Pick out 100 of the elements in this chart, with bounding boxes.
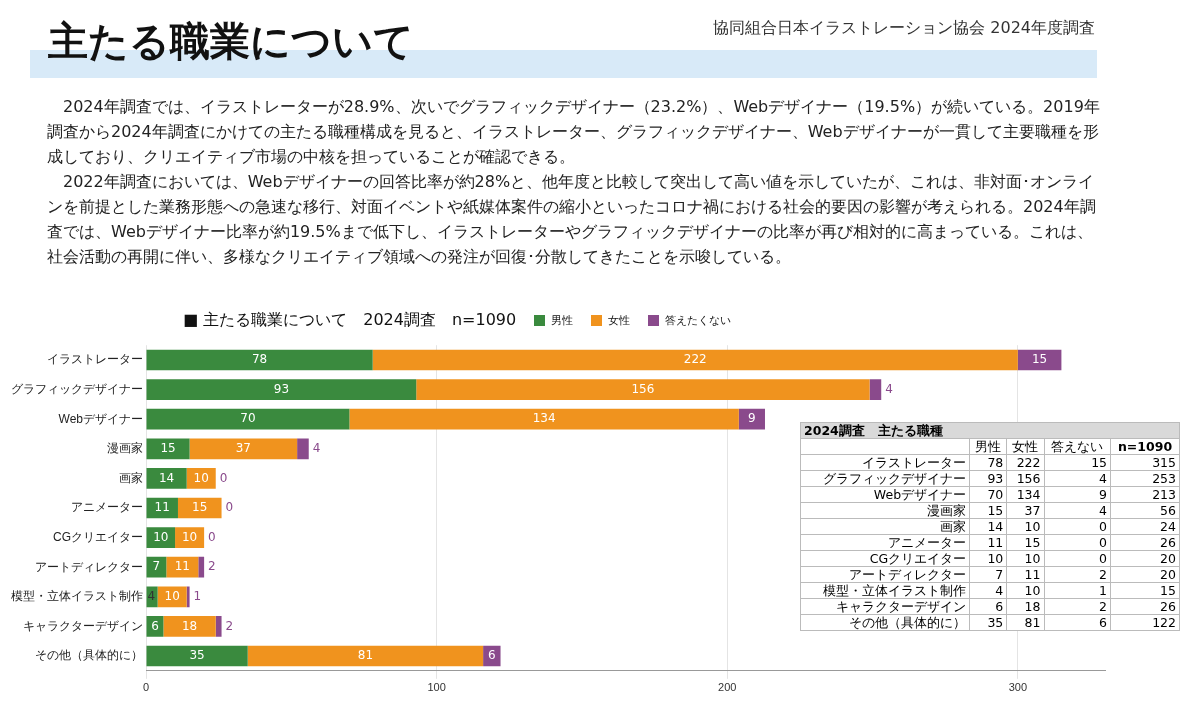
y-tick-label: アートディレクター [35,559,143,574]
y-tick-label: CGクリエイター [53,529,143,544]
data-label: 35 [189,648,205,663]
data-label: 70 [240,411,256,426]
data-label: 18 [181,618,198,633]
data-label: 6 [1044,614,1111,631]
data-label: 134 [1006,486,1045,503]
category-label: 模型・立体イラスト制作 [800,582,970,599]
data-label: 78 [251,352,268,367]
data-label: 0 [208,529,216,544]
data-label: 122 [1110,614,1180,631]
bar [146,468,187,489]
y-tick-label: イラストレーター [47,352,143,367]
data-label: 156 [1006,470,1045,487]
data-label: 7 [152,559,161,574]
y-tick-label: グラフィックデザイナー [11,381,143,396]
category-label: CGクリエイター [800,550,970,567]
data-label: 20 [1110,566,1180,583]
data-label: 70 [969,486,1007,503]
bar [146,349,373,371]
data-label: 81 [357,648,374,663]
bar [166,556,199,578]
bar [349,408,739,430]
data-label: 6 [969,598,1007,615]
data-label: 4 [1044,502,1111,519]
data-label: 35 [969,614,1007,631]
data-label: 26 [1110,598,1180,615]
data-label: 37 [1006,502,1045,519]
y-tick-label: 漫画家 [107,441,143,456]
bar [869,379,882,400]
category-label: グラフィックデザイナー [800,470,970,487]
y-tick-label: その他（具体的に） [35,648,143,663]
x-tick-label: 0 [142,681,150,694]
data-label: 18 [1006,598,1045,615]
y-tick-label: キャラクターデザイン [23,618,143,633]
data-label: 11 [154,500,170,515]
bar [186,586,190,608]
text: ■ 主たる職業について 2024調査 n=1090 [183,310,517,331]
series-label: 男性 [969,438,1007,455]
bar [163,616,216,637]
data-label: 1 [193,588,202,603]
category-label: アートディレクター [800,566,970,583]
data-label: 78 [969,454,1007,471]
y-tick-label: アニメーター [71,500,143,515]
data-label: 10 [153,529,169,544]
y-tick-label: 画家 [119,470,143,485]
data-label: 222 [1006,454,1045,471]
data-label: 156 [631,381,655,396]
data-label: 10 [1006,550,1045,567]
data-label: 2 [1044,598,1111,615]
x-tick-label: 100 [427,681,446,694]
data-label: 4 [312,440,321,455]
bar [146,645,248,667]
data-label: 10 [193,470,209,485]
data-label: 11 [969,534,1007,551]
category-label: イラストレーター [800,454,970,471]
data-label: 9 [1044,486,1111,503]
data-label: 4 [969,582,1007,599]
bar [198,556,205,578]
data-label: 15 [160,440,176,455]
data-label: 15 [1044,454,1111,471]
bar [146,556,167,578]
data-label: 9 [748,411,756,426]
legend-label: 答えたくない [665,313,732,328]
bar [372,349,1018,371]
bar [146,408,350,430]
data-label: 0 [219,470,228,485]
data-label: 15 [192,500,208,515]
data-label: 6 [488,648,496,663]
bar [215,616,222,637]
data-label: 2 [225,618,234,633]
category-label: Webデザイナー [800,486,970,503]
data-label: 4 [885,381,893,396]
data-label: 10 [181,529,198,544]
data-label: 134 [532,411,556,426]
data-label: 315 [1110,454,1180,471]
legend-label: 女性 [1006,438,1045,455]
legend-label: 女性 [608,313,631,328]
text: 2024調査 主たる職種 [800,422,1180,439]
data-label: 213 [1110,486,1180,503]
category-label: キャラクターデザイン [800,598,970,615]
data-label: 14 [158,470,175,485]
bar [146,379,417,400]
chart-title: 主たる職業について [48,17,414,66]
chart-subtitle: 協同組合日本イラストレーション協会 2024年度調査 [713,18,1095,39]
data-label: 15 [1110,582,1180,599]
data-label: 222 [683,352,707,367]
data-label: 0 [225,500,234,515]
data-label: 93 [969,470,1007,487]
bar [189,438,298,460]
category-label: アニメーター [800,534,970,551]
data-label: 10 [1006,582,1045,599]
data-label: 56 [1110,502,1180,519]
bar [146,438,190,460]
data-label: 0 [1044,550,1111,567]
data-label: 0 [1044,534,1111,551]
data-label: 0 [1044,518,1111,535]
data-label: 4 [147,588,156,603]
data-label: 10 [1006,518,1045,535]
bar [175,527,205,548]
